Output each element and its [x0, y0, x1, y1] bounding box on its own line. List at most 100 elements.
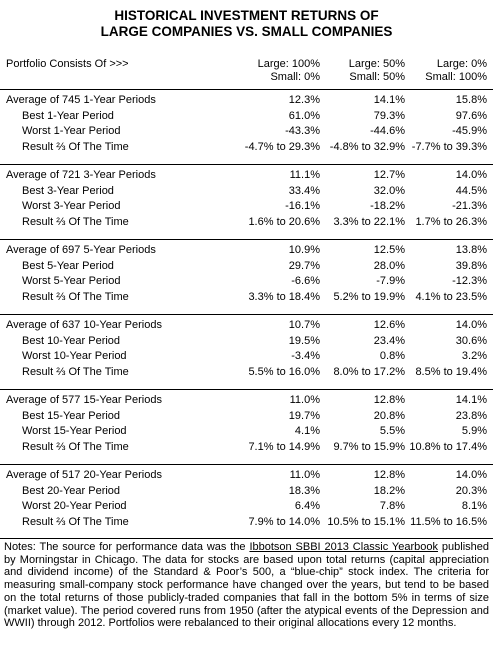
table-body: Average of 745 1-Year Periods 12.3% 14.1% 1… — [0, 89, 493, 539]
row-label: Result ⅔ Of The Time — [22, 515, 129, 528]
cell: 12.8% — [373, 394, 405, 406]
cell: -4.7% to 29.3% — [244, 140, 320, 153]
row-label: Worst 1-Year Period — [22, 125, 121, 137]
row: Result ⅔ Of The Time 1.6% to 20.6% 3.3% to… — [0, 215, 493, 231]
row-label: Result ⅔ Of The Time — [22, 215, 129, 228]
row: Worst 5-Year Period -6.6% -7.9% -12.3% — [0, 274, 493, 290]
header-row: Portfolio Consists Of >>> Large: 100% Sma… — [0, 47, 493, 89]
cell: 1.6% to 20.6% — [248, 215, 320, 228]
row: Best 5-Year Period 29.7% 28.0% 39.8% — [0, 259, 493, 275]
row-label: Result ⅔ Of The Time — [22, 365, 129, 378]
cell: 18.3% — [288, 484, 320, 497]
row-label: Result ⅔ Of The Time — [22, 290, 129, 303]
cell: 11.0% — [289, 394, 320, 406]
cell: 7.8% — [379, 500, 405, 512]
row: Average of 637 10-Year Periods 10.7% 12.6%… — [0, 318, 493, 334]
section: Average of 577 15-Year Periods 11.0% 12.8%… — [0, 389, 493, 464]
row-label: Result ⅔ Of The Time — [22, 440, 129, 453]
notes-text: Notes: The source for performance data w… — [4, 541, 250, 553]
row: Result ⅔ Of The Time 3.3% to 18.4% 5.2% to… — [0, 290, 493, 306]
cell: 12.3% — [288, 94, 320, 106]
row-label: Worst 15-Year Period — [22, 425, 127, 437]
notes-text: published by Morningstar in Chicago. The… — [4, 541, 489, 630]
row-label: Average of 577 15-Year Periods — [6, 394, 162, 406]
cell: -12.3% — [452, 275, 487, 287]
row-label: Average of 721 3-Year Periods — [6, 169, 156, 181]
cell: 13.8% — [455, 244, 487, 256]
cell: 7.1% to 14.9% — [248, 440, 320, 453]
row: Average of 577 15-Year Periods 11.0% 12.8%… — [0, 393, 493, 409]
cell: 32.0% — [373, 184, 405, 197]
cell: -3.4% — [291, 350, 320, 362]
cell: -7.9% — [376, 275, 405, 287]
row: Worst 3-Year Period -16.1% -18.2% -21.3% — [0, 199, 493, 215]
cell: 29.7% — [288, 259, 320, 272]
row: Average of 721 3-Year Periods 11.1% 12.7% 1… — [0, 168, 493, 184]
column-header: Large: 0% Small: 100% — [405, 58, 487, 89]
cell: -43.3% — [285, 125, 320, 137]
title: HISTORICAL INVESTMENT RETURNS OF LARGE C… — [0, 0, 493, 47]
row: Best 1-Year Period 61.0% 79.3% 97.6% — [0, 109, 493, 125]
cell: 20.8% — [373, 409, 405, 422]
cell: 30.6% — [455, 334, 487, 347]
cell: 4.1% — [294, 425, 320, 437]
cell: -6.6% — [291, 275, 320, 287]
cell: -45.9% — [452, 125, 487, 137]
column-header-line: Large: 100% — [257, 58, 320, 70]
cell: 14.0% — [455, 469, 487, 481]
cell: 19.5% — [288, 334, 320, 347]
row-label: Worst 3-Year Period — [22, 200, 121, 212]
cell: 79.3% — [373, 109, 405, 122]
cell: 23.4% — [373, 334, 405, 347]
title-line: LARGE COMPANIES VS. SMALL COMPANIES — [100, 24, 393, 39]
row: Worst 1-Year Period -43.3% -44.6% -45.9% — [0, 124, 493, 140]
cell: 3.2% — [461, 350, 487, 362]
cell: 12.8% — [373, 469, 405, 481]
cell: 9.7% to 15.9% — [333, 440, 405, 453]
cell: 10.8% to 17.4% — [409, 440, 487, 453]
row-label: Result ⅔ Of The Time — [22, 140, 129, 153]
cell: 12.7% — [373, 169, 405, 181]
cell: 19.7% — [288, 409, 320, 422]
row: Best 20-Year Period 18.3% 18.2% 20.3% — [0, 484, 493, 500]
cell: 8.5% to 19.4% — [415, 365, 487, 378]
cell: 7.9% to 14.0% — [248, 515, 320, 528]
cell: 3.3% to 22.1% — [333, 215, 405, 228]
notes-link: Ibbotson SBBI 2013 Classic Yearbook — [249, 541, 439, 553]
column-header-line: Small: 100% — [425, 71, 487, 83]
cell: 15.8% — [455, 94, 487, 106]
cell: 39.8% — [455, 259, 487, 272]
cell: 11.0% — [289, 469, 320, 481]
cell: 6.4% — [294, 500, 320, 512]
section: Average of 745 1-Year Periods 12.3% 14.1% 1… — [0, 89, 493, 164]
row-label: Best 10-Year Period — [22, 334, 121, 347]
row-label: Average of 745 1-Year Periods — [6, 94, 156, 106]
cell: 5.2% to 19.9% — [333, 290, 405, 303]
row: Best 15-Year Period 19.7% 20.8% 23.8% — [0, 409, 493, 425]
cell: 18.2% — [373, 484, 405, 497]
cell: 5.5% to 16.0% — [248, 365, 320, 378]
row-label: Worst 5-Year Period — [22, 275, 121, 287]
section: Average of 721 3-Year Periods 11.1% 12.7% 1… — [0, 164, 493, 239]
cell: 10.5% to 15.1% — [327, 515, 405, 528]
row-label: Best 1-Year Period — [22, 109, 114, 122]
cell: 12.6% — [373, 319, 405, 331]
title-line: HISTORICAL INVESTMENT RETURNS OF — [114, 8, 379, 23]
row-label: Best 20-Year Period — [22, 484, 121, 497]
cell: -21.3% — [452, 200, 487, 212]
cell: 11.5% to 16.5% — [410, 515, 487, 528]
row: Result ⅔ Of The Time -4.7% to 29.3% -4.8% … — [0, 140, 493, 156]
row: Result ⅔ Of The Time 7.1% to 14.9% 9.7% to… — [0, 440, 493, 456]
column-header-line: Small: 50% — [349, 71, 405, 83]
notes: Notes: The source for performance data w… — [0, 539, 493, 630]
cell: 14.1% — [455, 394, 487, 406]
row: Average of 745 1-Year Periods 12.3% 14.1% 1… — [0, 93, 493, 109]
columns-label: Portfolio Consists Of >>> — [6, 58, 129, 70]
row: Worst 20-Year Period 6.4% 7.8% 8.1% — [0, 499, 493, 515]
cell: 20.3% — [455, 484, 487, 497]
cell: 0.8% — [379, 350, 405, 362]
row-label: Best 15-Year Period — [22, 409, 121, 422]
section: Average of 517 20-Year Periods 11.0% 12.8%… — [0, 464, 493, 539]
cell: 28.0% — [373, 259, 405, 272]
